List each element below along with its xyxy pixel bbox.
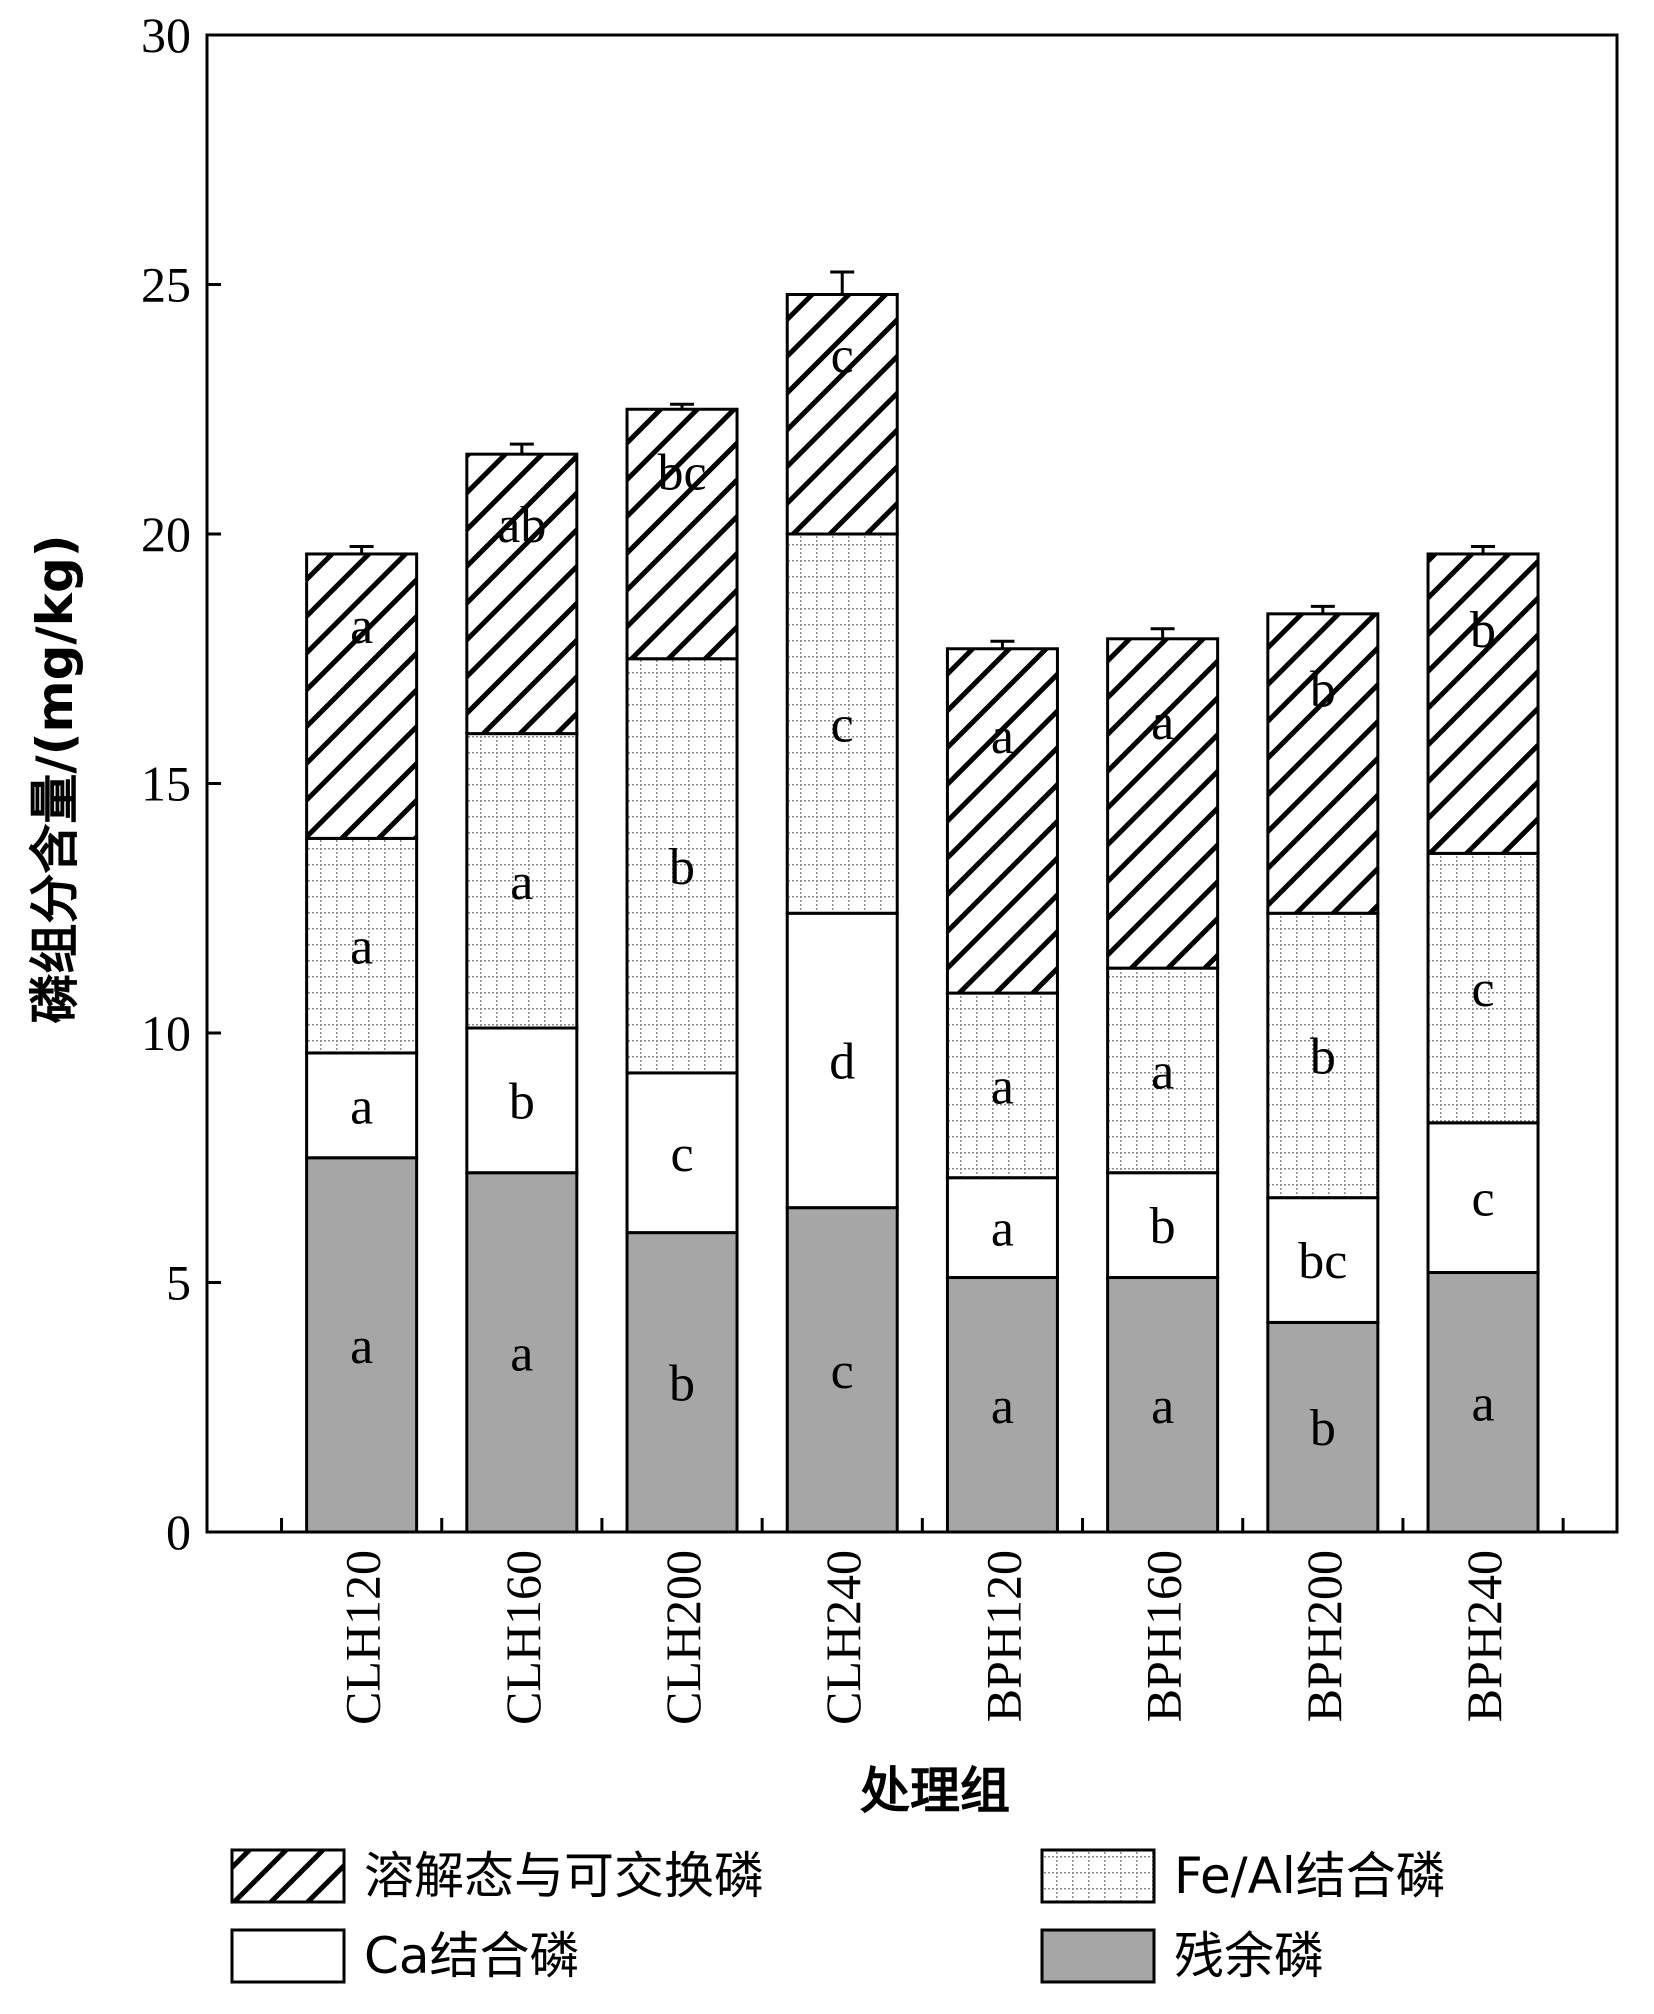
legend: 溶解态与可交换磷 Fe/Al结合磷 Ca结合磷 残余磷: [230, 1847, 1446, 1985]
plot-frame: [205, 33, 1619, 1534]
legend-swatch: [230, 1848, 346, 1904]
bar-segment: [625, 657, 739, 1075]
significance-letter: b: [1470, 602, 1496, 659]
bar-segment: [945, 1276, 1059, 1534]
category-label: CLH200: [655, 1550, 711, 1725]
significance-letter: a: [1151, 694, 1174, 751]
significance-letter: bc: [1298, 1233, 1347, 1290]
bar-segment: [305, 1156, 419, 1534]
bar-segment: [945, 647, 1059, 995]
significance-letter: c: [831, 327, 854, 384]
significance-letter: b: [1150, 1198, 1176, 1255]
significance-letter: a: [1151, 1043, 1174, 1100]
significance-letter: b: [1310, 1028, 1336, 1085]
bar-segment: [625, 407, 739, 661]
y-tick-label: 0: [166, 1504, 191, 1560]
significance-letter: a: [991, 1378, 1014, 1435]
bar-segment: [465, 732, 579, 1030]
bar-segment: [1266, 612, 1380, 915]
bar-segment: [1106, 1171, 1220, 1280]
bar-segment: [305, 552, 419, 840]
bar-segment: [785, 1206, 899, 1534]
y-tick-label: 20: [141, 506, 191, 562]
bar-segment: [465, 1171, 579, 1534]
significance-letter: a: [991, 1201, 1014, 1258]
bar-segment: [1266, 1320, 1380, 1534]
significance-letter: a: [350, 919, 373, 976]
bar-segment: [785, 292, 899, 536]
significance-letter: b: [669, 1355, 695, 1412]
bar-segment: [1426, 552, 1540, 855]
category-label: BPH200: [1296, 1550, 1352, 1722]
bar-segment: [1106, 1276, 1220, 1534]
y-tick-label: 5: [166, 1255, 191, 1311]
y-tick-label: 25: [141, 257, 191, 313]
significance-letter: c: [831, 1343, 854, 1400]
significance-letter: a: [1471, 1375, 1494, 1432]
bar-segment: [625, 1071, 739, 1235]
y-axis-title: 磷组分含量/(mg/kg): [26, 534, 84, 1023]
y-tick-label: 15: [141, 756, 191, 812]
y-axis: 0 5 10 15 20 25 30: [141, 7, 221, 1560]
legend-swatch: [1040, 1848, 1156, 1904]
category-label: CLH240: [815, 1550, 871, 1725]
category-label: BPH240: [1456, 1550, 1512, 1722]
significance-letter: c: [831, 697, 854, 754]
legend-label: 溶解态与可交换磷: [364, 1847, 764, 1905]
significance-letter: a: [350, 1078, 373, 1135]
bar-segment: [1266, 1196, 1380, 1324]
bar-segment: [785, 532, 899, 915]
significance-letter: ab: [497, 497, 546, 554]
significance-letter: a: [991, 708, 1014, 765]
significance-letter: a: [350, 598, 373, 655]
bars: [305, 270, 1540, 1534]
significance-letter: b: [1310, 1400, 1336, 1457]
bar-segment: [945, 1176, 1059, 1280]
y-tick-label: 30: [141, 7, 191, 63]
category-label: CLH160: [495, 1550, 551, 1725]
significance-letter: a: [510, 1325, 533, 1382]
significance-letter: bc: [657, 445, 706, 502]
bar-segment: [1106, 966, 1220, 1175]
y-tick-label: 10: [141, 1005, 191, 1061]
legend-label: 残余磷: [1174, 1927, 1324, 1985]
legend-label: Fe/Al结合磷: [1174, 1847, 1446, 1905]
legend-swatch: [1040, 1928, 1156, 1984]
significance-letter: b: [669, 839, 695, 896]
x-axis-title: 处理组: [860, 1762, 1010, 1820]
bar-segment: [625, 1231, 739, 1534]
bar-segment: [465, 452, 579, 736]
category-label: BPH120: [975, 1550, 1031, 1722]
significance-letter: a: [350, 1318, 373, 1375]
significance-letter: c: [1471, 1171, 1494, 1228]
bar-segment: [1106, 637, 1220, 970]
x-axis: CLH120 CLH160 CLH200 CLH240 BPH120 BPH160 BPH2…: [280, 1518, 1565, 1725]
bar-segment: [465, 1026, 579, 1175]
plot-area: [205, 33, 1619, 1534]
bar-segment: [1426, 851, 1540, 1125]
significance-letter: c: [1471, 961, 1494, 1018]
legend-label: Ca结合磷: [364, 1927, 580, 1985]
legend-swatch: [230, 1928, 346, 1984]
significance-letter: b: [509, 1073, 535, 1130]
bar-segment: [305, 836, 419, 1055]
significance-letter: a: [991, 1058, 1014, 1115]
significance-letter: c: [670, 1126, 693, 1183]
significance-letter: a: [510, 854, 533, 911]
significance-letter: d: [829, 1033, 855, 1090]
significance-letter: a: [1151, 1378, 1174, 1435]
significance-letter: b: [1310, 662, 1336, 719]
category-label: BPH160: [1136, 1550, 1192, 1722]
bar-segment: [785, 911, 899, 1210]
category-label: CLH120: [335, 1550, 391, 1725]
